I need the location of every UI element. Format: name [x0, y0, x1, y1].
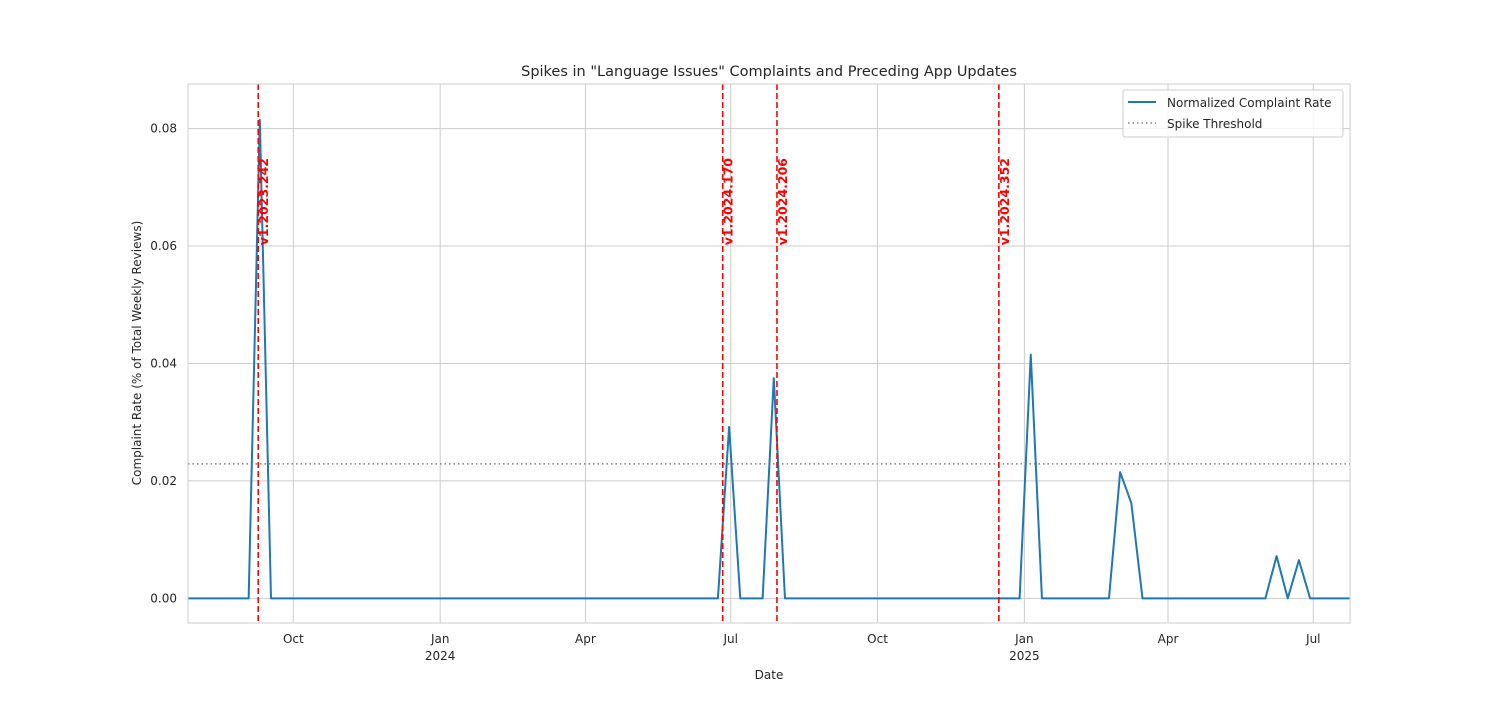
x-tick-label: Oct [867, 632, 888, 646]
x-tick-label: Jul [1305, 632, 1320, 646]
y-tick-label: 0.08 [150, 122, 177, 136]
x-tick-label: Jan [430, 632, 450, 646]
legend-label-spike-threshold: Spike Threshold [1167, 117, 1262, 131]
legend: Normalized Complaint Rate Spike Threshol… [1122, 89, 1344, 138]
legend-label-complaint-rate: Normalized Complaint Rate [1167, 96, 1332, 110]
complaint-rate-line [188, 118, 1350, 600]
y-tick-label: 0.04 [150, 356, 177, 370]
y-tick-label: 0.02 [150, 474, 177, 488]
x-axis-title: Date [755, 668, 784, 682]
x-tick-year-label: 2025 [1009, 649, 1040, 663]
axis-ticks: 0.00 0.02 0.04 0.06 0.08 Oct Jan 2024 Apr Jul Oct J… [150, 122, 1320, 663]
x-tick-label: Oct [283, 632, 304, 646]
x-tick-label: Apr [575, 632, 596, 646]
plot-area-frame [187, 83, 1351, 624]
series-layer [188, 118, 1350, 600]
grid [188, 84, 1350, 623]
update-version-label: v1.2024.206 [775, 158, 790, 246]
update-version-label: v1.2024.170 [721, 158, 736, 246]
update-version-label: v1.2023.242 [256, 158, 271, 245]
x-tick-label: Jul [722, 632, 737, 646]
y-axis-title: Complaint Rate (% of Total Weekly Review… [130, 221, 144, 486]
x-tick-year-label: 2024 [425, 649, 456, 663]
y-tick-label: 0.06 [150, 239, 177, 253]
update-annotations: v1.2023.242 v1.2024.170 v1.2024.206 v1.2024… [256, 84, 1012, 623]
update-version-label: v1.2024.352 [997, 158, 1012, 245]
x-tick-label: Apr [1158, 632, 1179, 646]
x-tick-label: Jan [1014, 632, 1034, 646]
y-tick-label: 0.00 [150, 591, 177, 605]
legend-box [1122, 89, 1344, 138]
chart-title: Spikes in "Language Issues" Complaints a… [521, 64, 1017, 80]
